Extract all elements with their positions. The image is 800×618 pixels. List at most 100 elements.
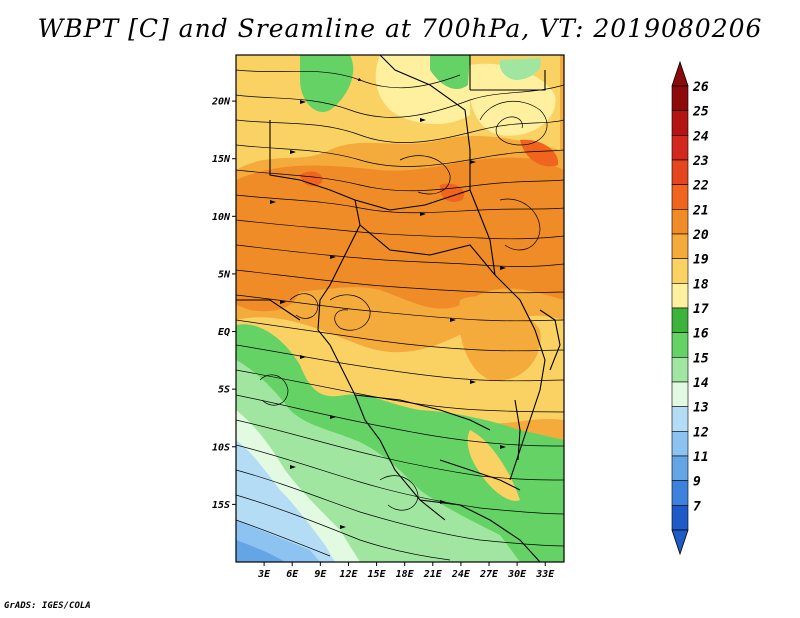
streamline xyxy=(236,169,564,192)
border-line xyxy=(354,189,471,211)
lon-tick-label: 3E xyxy=(257,569,271,580)
border-line xyxy=(359,224,496,276)
border-line xyxy=(439,459,521,491)
colorbar-swatch xyxy=(671,233,689,259)
wbpt-zone-17-north-patch xyxy=(430,55,470,90)
colorbar-top-arrow xyxy=(671,60,689,87)
streamline xyxy=(236,194,564,214)
colorbar-bottom-arrow xyxy=(671,529,689,556)
wbpt-zone-11 xyxy=(236,540,285,562)
streamline xyxy=(236,394,564,447)
lat-tick-label: 5N xyxy=(218,269,231,280)
lat-tick-label: 15S xyxy=(212,500,230,511)
border-line xyxy=(379,55,496,276)
lon-tick-label: 24E xyxy=(451,569,471,580)
streamline xyxy=(236,294,564,322)
streamline-eddy xyxy=(399,155,451,195)
stream-arrow xyxy=(420,118,426,122)
lon-tick-label: 21E xyxy=(423,569,443,580)
stream-arrow xyxy=(330,255,336,259)
colorbar-label: 19 xyxy=(693,253,709,268)
border-line xyxy=(494,274,546,481)
streamline xyxy=(236,119,564,143)
chart-title: WBPT [C] and Sreamline at 700hPa, VT: 20… xyxy=(37,14,763,43)
stream-arrow xyxy=(500,445,506,449)
wbpt-zone-16-north-patch xyxy=(499,58,541,80)
lon-tick-label: 33E xyxy=(535,569,555,580)
lon-tick-label: 6E xyxy=(286,569,299,580)
lon-tick-label: 18E xyxy=(396,569,415,580)
colorbar-swatch xyxy=(671,332,689,358)
stream-arrow xyxy=(420,212,426,216)
streamline-eddy xyxy=(289,293,319,319)
streamline xyxy=(236,269,564,294)
lat-tick-label: 10S xyxy=(212,442,230,453)
colorbar-label: 7 xyxy=(693,499,701,514)
stream-arrow xyxy=(470,160,476,164)
colorbar-swatch xyxy=(671,184,689,210)
border-line xyxy=(236,299,301,321)
colorbar-label: 17 xyxy=(693,302,709,317)
colorbar-label: 18 xyxy=(693,277,709,292)
colorbar-swatch xyxy=(671,258,689,284)
lake-outline xyxy=(514,399,521,461)
streamline-arrows xyxy=(270,100,506,529)
colorbar-label: 20 xyxy=(692,228,709,243)
colorbar-swatch xyxy=(671,406,689,432)
streamline xyxy=(236,144,564,167)
streamline-eddy xyxy=(479,101,548,146)
colorbar-label: 26 xyxy=(692,80,709,95)
stream-arrow xyxy=(290,465,296,469)
streamline xyxy=(236,344,564,382)
wbpt-zone-21-central xyxy=(236,157,564,309)
streamlines xyxy=(236,69,564,561)
stream-arrow xyxy=(500,266,506,270)
lat-tick-label: EQ xyxy=(218,327,230,338)
colorbar-swatch xyxy=(671,381,689,407)
streamline xyxy=(236,419,564,481)
lon-tick-label: 27E xyxy=(479,569,499,580)
stream-arrow xyxy=(300,100,306,104)
colorbar-swatch xyxy=(671,505,689,531)
wbpt-zone-17-northwest xyxy=(300,55,354,112)
colorbar-swatch xyxy=(671,283,689,309)
colorbar-label: 22 xyxy=(692,179,709,194)
stream-arrow xyxy=(450,318,456,322)
streamline xyxy=(236,84,564,118)
colorbar: 26 25 24 23 22 21 20 19 18 17 16 15 14 13 12 11 9 7 xyxy=(671,60,709,556)
colorbar-label: 11 xyxy=(693,450,709,465)
streamline xyxy=(236,244,564,267)
border-line xyxy=(329,344,446,521)
stream-arrow xyxy=(270,200,276,204)
wbpt-zone-22-patch-3 xyxy=(520,139,559,167)
stream-arrow xyxy=(280,300,286,304)
lon-tick-label: 30E xyxy=(507,569,527,580)
wbpt-zone-18-northeast xyxy=(468,63,556,136)
streamline xyxy=(236,219,564,240)
colorbar-label: 13 xyxy=(693,401,709,416)
lon-tick-label: 12E xyxy=(339,569,358,580)
lon-tick-label: 15E xyxy=(368,569,387,580)
streamline-eddy xyxy=(379,475,419,511)
border-line xyxy=(419,499,541,562)
colorbar-swatch xyxy=(671,159,689,185)
longitude-axis: 3E 6E 9E 12E 15E 18E 21E 24E 27E 30E 33E xyxy=(257,562,555,580)
lat-tick-label: 15N xyxy=(212,154,231,165)
streamline xyxy=(236,519,331,557)
stream-arrow xyxy=(330,415,336,419)
stream-arrow xyxy=(340,525,346,529)
border-line xyxy=(354,394,491,431)
wbpt-zone-22-patch-1 xyxy=(300,171,323,187)
colorbar-swatch xyxy=(671,110,689,136)
colorbar-label: 24 xyxy=(692,129,709,144)
colorbar-label: 23 xyxy=(692,154,709,169)
colorbar-label: 14 xyxy=(693,376,709,391)
colorbar-swatch xyxy=(671,357,689,383)
colorbar-swatch xyxy=(671,480,689,506)
colorbar-label: 12 xyxy=(693,425,709,440)
streamline xyxy=(236,494,451,561)
grads-credit: GrADS: IGES/COLA xyxy=(4,601,91,611)
colorbar-swatch xyxy=(671,209,689,235)
colorbar-swatch xyxy=(671,135,689,161)
